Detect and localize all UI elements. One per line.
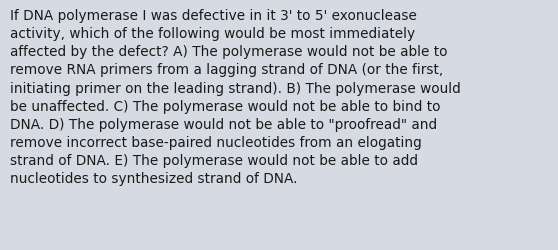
Text: If DNA polymerase I was defective in it 3' to 5' exonuclease
activity, which of : If DNA polymerase I was defective in it … bbox=[10, 9, 461, 186]
